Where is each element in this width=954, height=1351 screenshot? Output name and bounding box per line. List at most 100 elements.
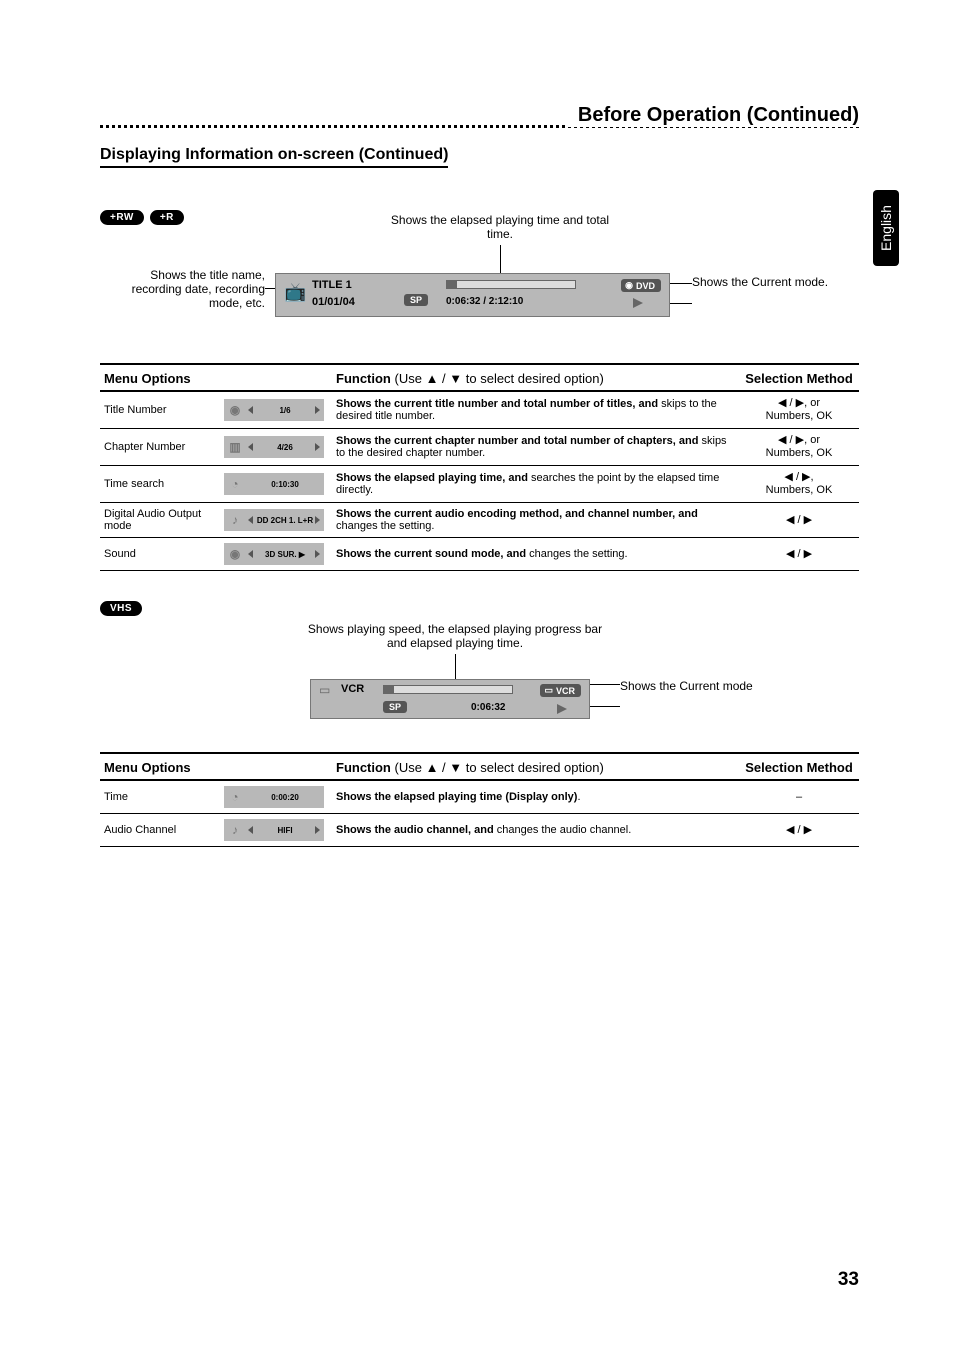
table-row: Time search◔0:10:30Shows the elapsed pla… xyxy=(100,466,859,503)
osd-chip: ♪DD 2CH 1. L+R xyxy=(224,509,324,531)
sp-chip: SP xyxy=(404,294,428,306)
col-menu-options: Menu Options xyxy=(100,753,332,780)
chip-text: HIFI xyxy=(246,826,324,835)
chip-text: 0:00:20 xyxy=(246,793,324,802)
leader-line xyxy=(670,303,692,304)
chip-text: 3D SUR. ▶ xyxy=(246,550,324,559)
page-number: 33 xyxy=(838,1269,859,1291)
osd-chip: ◔0:10:30 xyxy=(224,473,324,495)
table-row: Chapter Number▥4/26Shows the current cha… xyxy=(100,429,859,466)
chip-text: 4/26 xyxy=(246,443,324,452)
section-divider: Before Operation (Continued) xyxy=(100,125,859,128)
osd-display-box: 📺 TITLE 1 01/01/04 SP 0:06:32 / 2:12:10 … xyxy=(275,273,670,317)
right-arrow-icon xyxy=(315,516,320,524)
menu-option-name: Time search xyxy=(100,466,220,503)
page-title: Before Operation (Continued) xyxy=(566,104,859,127)
vhs-menu-table: Menu Options Function (Use ▲ / ▼ to sele… xyxy=(100,752,859,847)
osd-chip: ◉1/6 xyxy=(224,399,324,421)
chip-icon: ▥ xyxy=(224,440,246,454)
tape-icon: ▭ xyxy=(319,683,330,697)
vhs-osd-diagram: Shows playing speed, the elapsed playing… xyxy=(100,624,859,744)
dvd-chip: ◉DVD xyxy=(621,279,661,292)
function-text: Shows the current chapter number and tot… xyxy=(332,429,739,466)
current-mode-note: Shows the Current mode. xyxy=(692,275,862,289)
play-icon xyxy=(557,704,567,714)
badge-rw: +RW xyxy=(100,210,144,225)
osd-chip: ◉3D SUR. ▶ xyxy=(224,543,324,565)
elapsed-note: Shows the elapsed playing time and total… xyxy=(390,213,610,241)
play-icon xyxy=(633,298,643,308)
chip-icon: ◉ xyxy=(224,403,246,417)
progress-bar xyxy=(446,280,576,289)
table-row: Digital Audio Output mode♪DD 2CH 1. L+RS… xyxy=(100,503,859,538)
osd-chip: ♪HIFI xyxy=(224,819,324,841)
tv-icon: 📺 xyxy=(284,282,306,303)
selection-method: ◀ / ▶ xyxy=(739,503,859,538)
selection-method: ◀ / ▶, Numbers, OK xyxy=(739,466,859,503)
right-arrow-icon xyxy=(315,443,320,451)
function-text: Shows the audio channel, and changes the… xyxy=(332,814,739,847)
osd-title: TITLE 1 xyxy=(312,279,352,291)
chip-icon: ♪ xyxy=(224,513,246,527)
function-text: Shows the current sound mode, and change… xyxy=(332,538,739,571)
chip-icon: ◔ xyxy=(224,790,246,804)
osd-date: 01/01/04 xyxy=(312,296,355,308)
function-text: Shows the elapsed playing time, and sear… xyxy=(332,466,739,503)
col-menu-options: Menu Options xyxy=(100,364,332,391)
col-function: Function (Use ▲ / ▼ to select desired op… xyxy=(332,364,739,391)
osd-chip: ▥4/26 xyxy=(224,436,324,458)
current-mode-note: Shows the Current mode xyxy=(620,679,790,693)
right-arrow-icon xyxy=(315,406,320,414)
leader-line xyxy=(500,245,501,273)
osd-vcr-label: VCR xyxy=(341,683,364,695)
disc-icon: ◉ xyxy=(625,280,633,291)
col-function: Function (Use ▲ / ▼ to select desired op… xyxy=(332,753,739,780)
vhs-note: Shows playing speed, the elapsed playing… xyxy=(300,622,610,650)
chip-icon: ♪ xyxy=(224,823,246,837)
title-name-note: Shows the title name, recording date, re… xyxy=(100,268,265,310)
table-row: Audio Channel♪HIFIShows the audio channe… xyxy=(100,814,859,847)
osd-time: 0:06:32 / 2:12:10 xyxy=(446,296,523,307)
leader-line xyxy=(670,283,692,284)
dvd-osd-diagram: Shows the elapsed playing time and total… xyxy=(100,233,859,343)
language-tab: English xyxy=(873,190,899,266)
vcr-chip: ▭VCR xyxy=(540,684,581,697)
dvd-menu-table: Menu Options Function (Use ▲ / ▼ to sele… xyxy=(100,363,859,571)
left-arrow-icon xyxy=(248,826,253,834)
section-title: Displaying Information on-screen (Contin… xyxy=(100,146,448,168)
table-row: Sound◉3D SUR. ▶Shows the current sound m… xyxy=(100,538,859,571)
leader-line xyxy=(590,706,620,707)
badge-r: +R xyxy=(150,210,184,225)
right-arrow-icon xyxy=(315,826,320,834)
osd-chip: ◔0:00:20 xyxy=(224,786,324,808)
left-arrow-icon xyxy=(248,443,253,451)
menu-option-name: Audio Channel xyxy=(100,814,220,847)
selection-method: – xyxy=(739,780,859,814)
function-text: Shows the elapsed playing time (Display … xyxy=(332,780,739,814)
badge-vhs: VHS xyxy=(100,601,142,616)
table-row: Title Number◉1/6Shows the current title … xyxy=(100,391,859,429)
chip-icon: ◔ xyxy=(224,477,246,491)
function-text: Shows the current title number and total… xyxy=(332,391,739,429)
chip-text: 0:10:30 xyxy=(246,480,324,489)
right-arrow-icon xyxy=(315,550,320,558)
selection-method: ◀ / ▶ xyxy=(739,814,859,847)
language-tab-label: English xyxy=(878,205,894,251)
sp-chip: SP xyxy=(383,701,407,713)
selection-method: ◀ / ▶ xyxy=(739,538,859,571)
left-arrow-icon xyxy=(248,406,253,414)
menu-option-name: Time xyxy=(100,780,220,814)
col-selection: Selection Method xyxy=(739,753,859,780)
left-arrow-icon xyxy=(248,516,253,524)
progress-bar xyxy=(383,685,513,694)
function-text: Shows the current audio encoding method,… xyxy=(332,503,739,538)
table-row: Time◔0:00:20Shows the elapsed playing ti… xyxy=(100,780,859,814)
selection-method: ◀ / ▶, or Numbers, OK xyxy=(739,391,859,429)
chip-text: 1/6 xyxy=(246,406,324,415)
media-badges: VHS xyxy=(100,601,859,616)
leader-line xyxy=(455,654,456,679)
menu-option-name: Chapter Number xyxy=(100,429,220,466)
col-selection: Selection Method xyxy=(739,364,859,391)
chip-icon: ◉ xyxy=(224,547,246,561)
chip-text: DD 2CH 1. L+R xyxy=(246,516,324,525)
